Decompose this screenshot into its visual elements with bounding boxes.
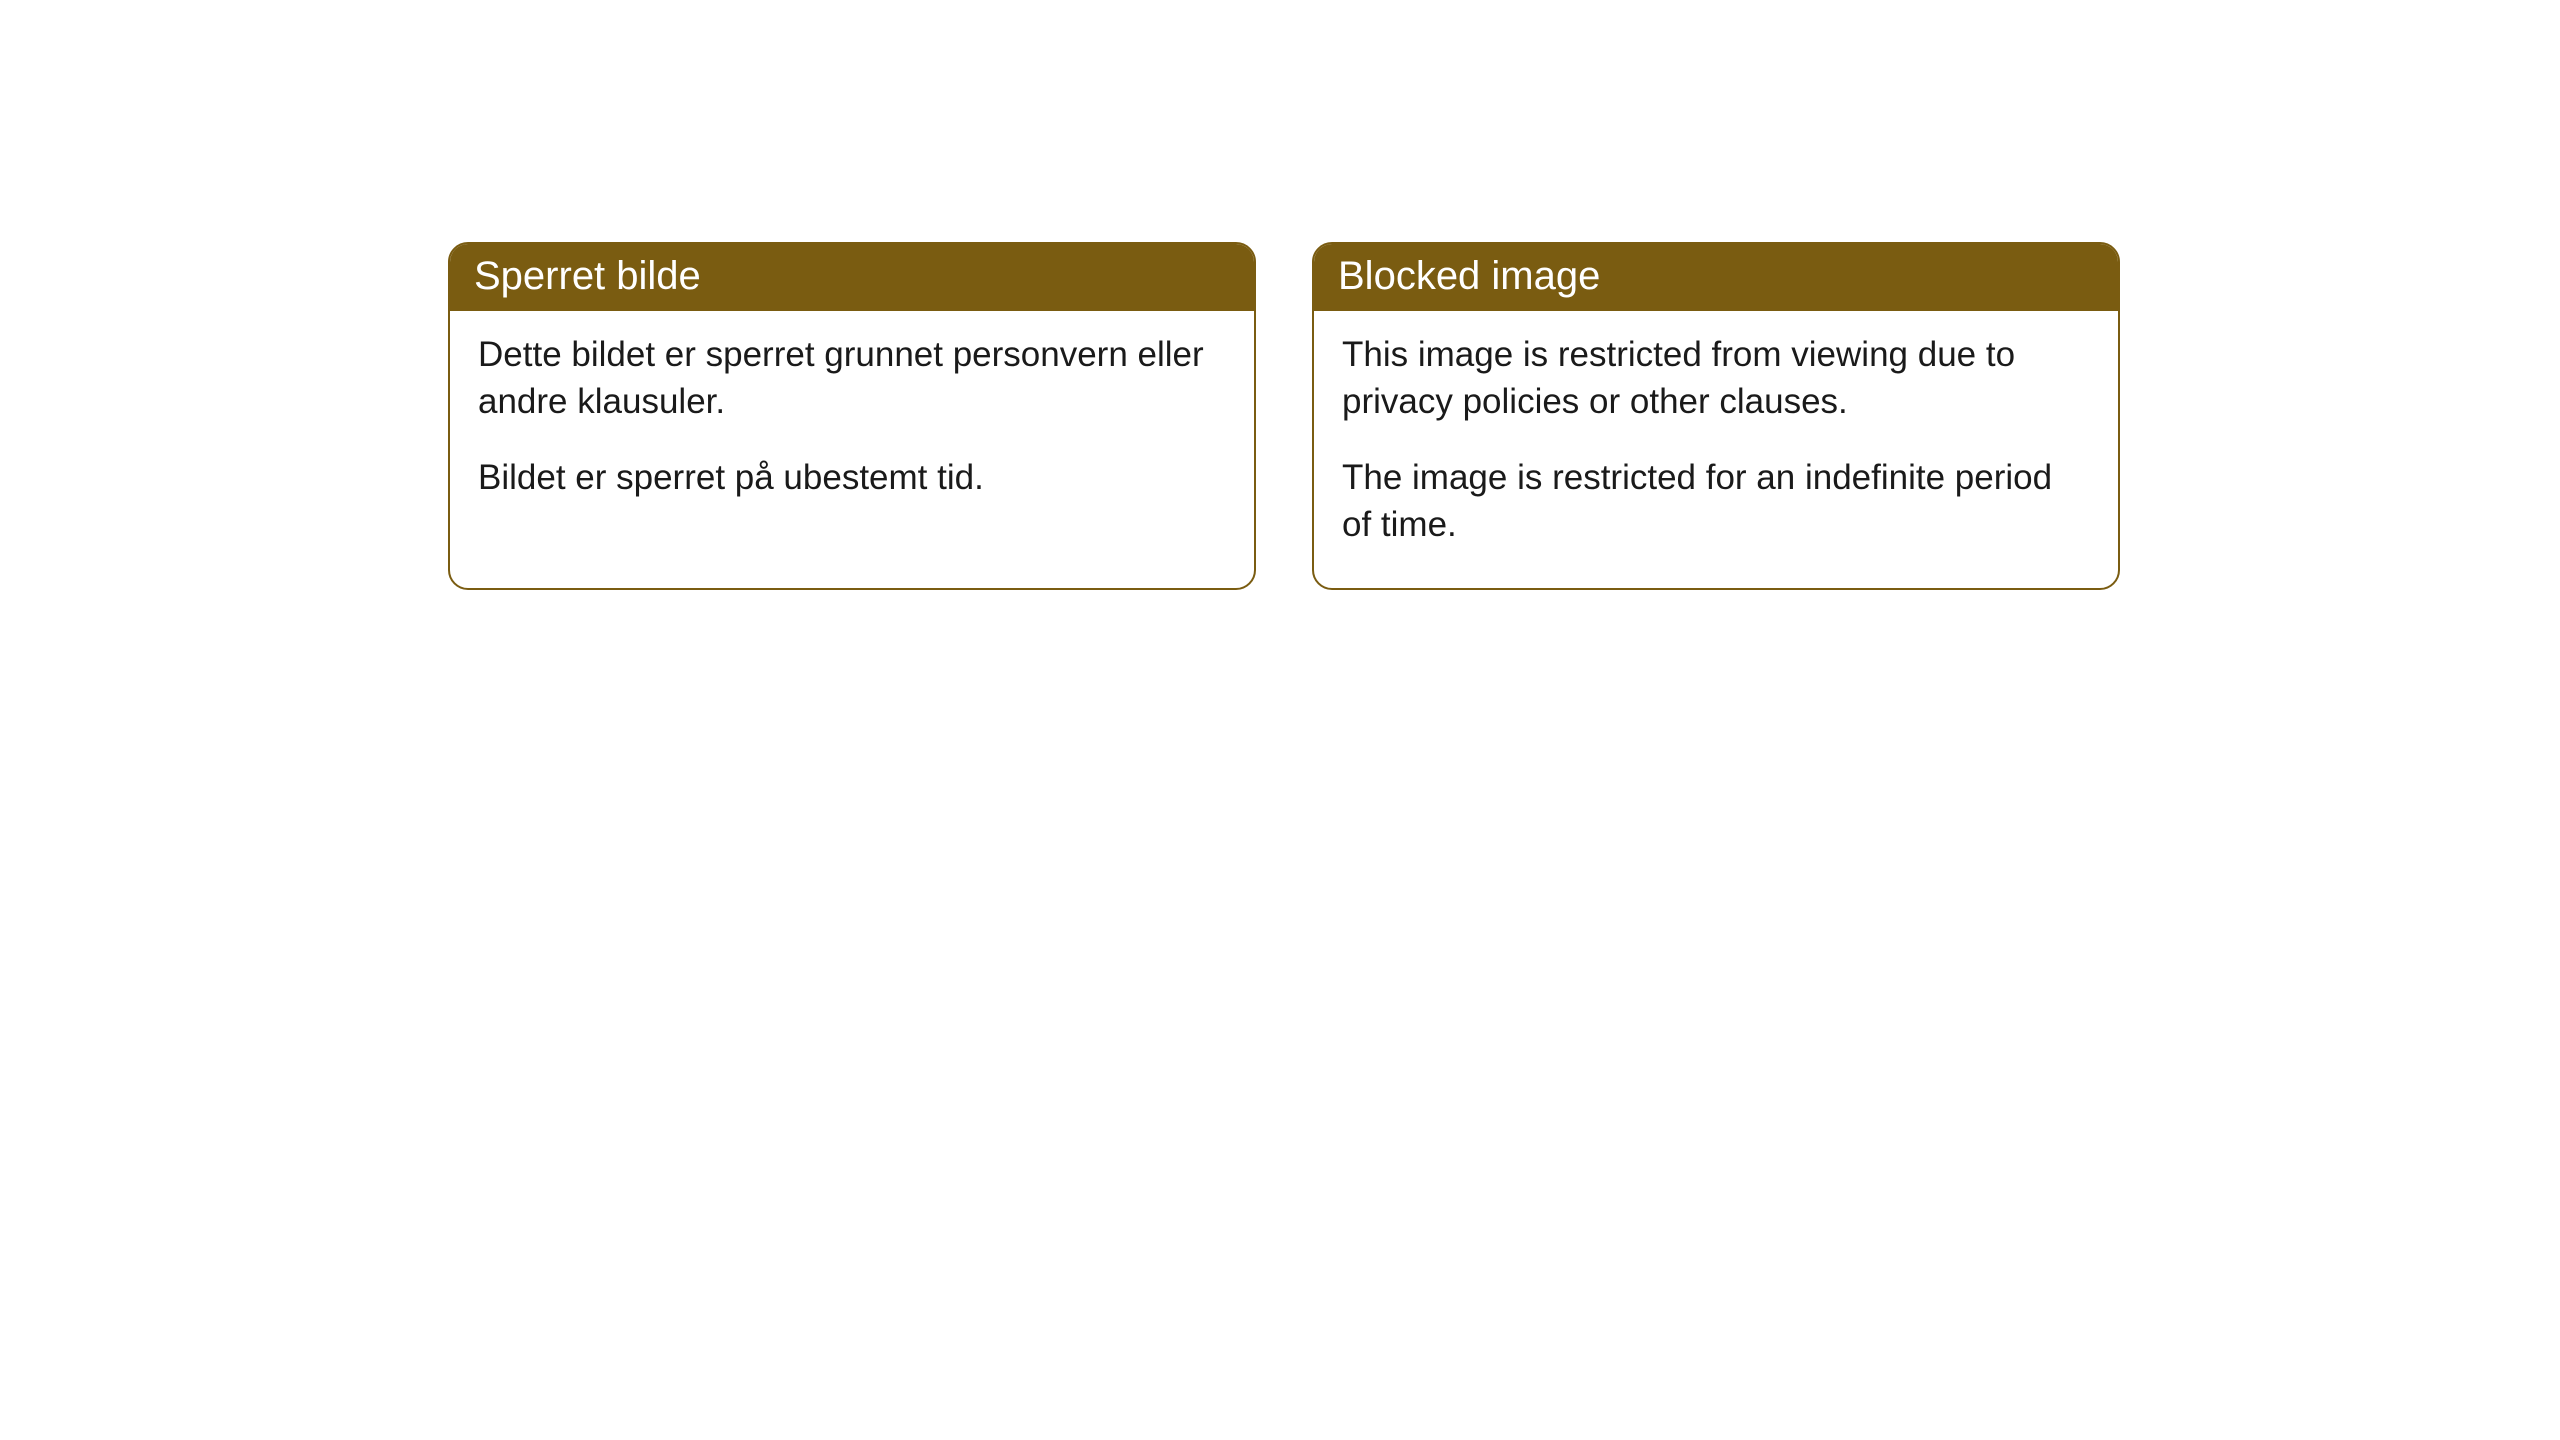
card-body: This image is restricted from viewing du… bbox=[1314, 311, 2118, 588]
card-body: Dette bildet er sperret grunnet personve… bbox=[450, 311, 1254, 541]
card-paragraph-1: This image is restricted from viewing du… bbox=[1342, 331, 2090, 426]
card-paragraph-1: Dette bildet er sperret grunnet personve… bbox=[478, 331, 1226, 426]
cards-container: Sperret bilde Dette bildet er sperret gr… bbox=[0, 0, 2560, 590]
card-header: Sperret bilde bbox=[450, 244, 1254, 311]
card-paragraph-2: The image is restricted for an indefinit… bbox=[1342, 454, 2090, 549]
card-header: Blocked image bbox=[1314, 244, 2118, 311]
blocked-image-card-norwegian: Sperret bilde Dette bildet er sperret gr… bbox=[448, 242, 1256, 590]
blocked-image-card-english: Blocked image This image is restricted f… bbox=[1312, 242, 2120, 590]
card-title: Blocked image bbox=[1338, 254, 1600, 298]
card-title: Sperret bilde bbox=[474, 254, 701, 298]
card-paragraph-2: Bildet er sperret på ubestemt tid. bbox=[478, 454, 1226, 501]
